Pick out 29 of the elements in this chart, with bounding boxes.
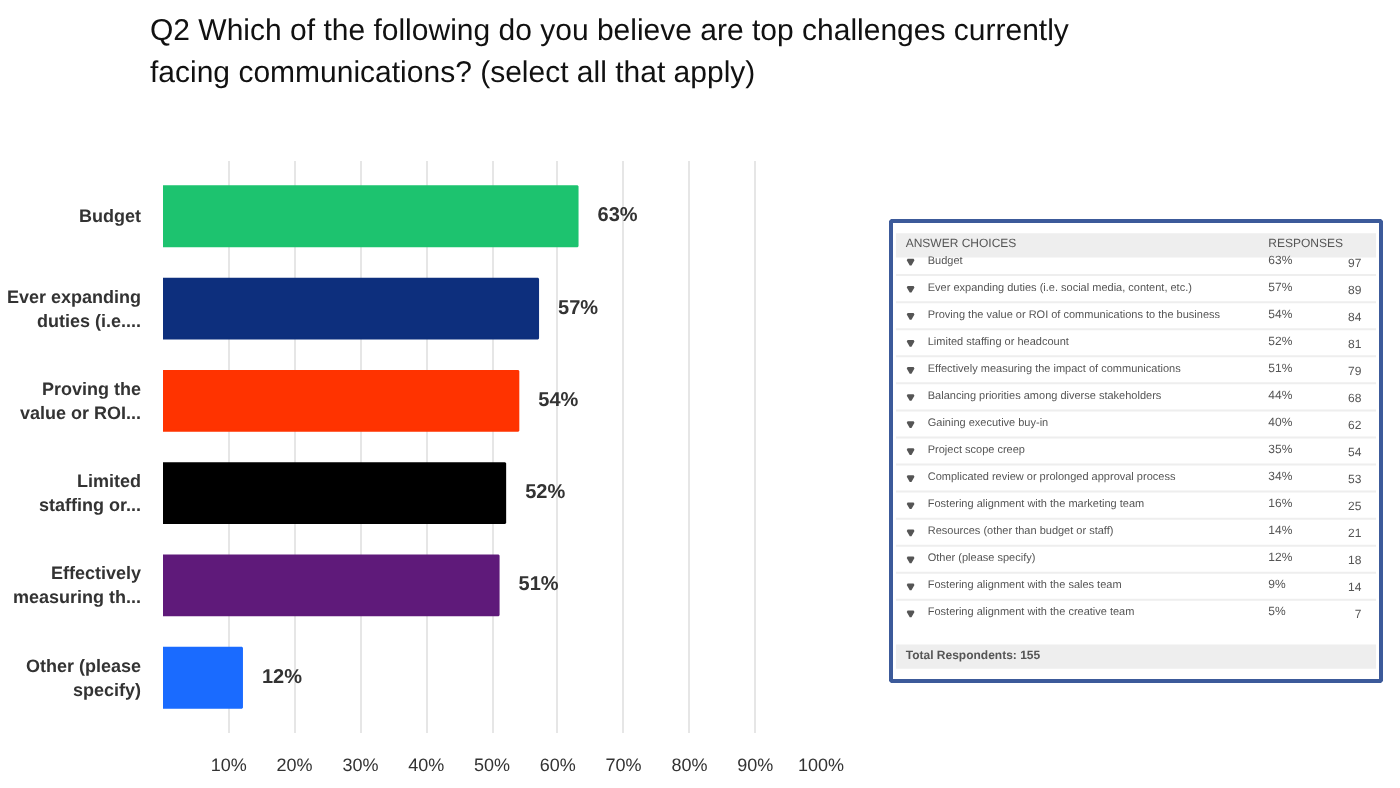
data-label: 63% xyxy=(597,205,638,228)
y-tick-label: Ever expanding duties (i.e.... xyxy=(6,286,142,331)
y-tick-label: Other (please specify) xyxy=(25,655,142,700)
x-tick-label: 20% xyxy=(276,755,313,775)
y-tick-label: Limited staffing or... xyxy=(38,471,142,516)
x-tick-label: 50% xyxy=(473,755,511,775)
data-label: 52% xyxy=(525,482,566,505)
data-label: 57% xyxy=(558,297,599,320)
y-tick-label: Effectively measuring th... xyxy=(12,563,142,608)
x-tick-label: 10% xyxy=(210,755,247,775)
x-tick-label: 90% xyxy=(737,755,774,775)
bar xyxy=(163,554,500,617)
data-label: 12% xyxy=(261,666,303,689)
bar xyxy=(163,462,507,525)
x-tick-label: 70% xyxy=(605,755,642,775)
y-tick-label: Proving the value or ROI... xyxy=(19,378,142,423)
chart-title: Q2 Which of the following do you believe are top challenges currently facing communications? (select all that apply) xyxy=(148,12,1071,95)
x-tick-label: 60% xyxy=(539,755,576,775)
x-tick-label: 80% xyxy=(671,755,708,775)
bar xyxy=(163,185,579,248)
x-tick-label: 100% xyxy=(797,755,845,775)
data-label: 51% xyxy=(518,574,559,597)
data-label: 54% xyxy=(538,389,579,412)
x-tick-label: 40% xyxy=(408,755,445,775)
y-tick-label: Budget xyxy=(79,206,142,227)
bar xyxy=(163,646,243,709)
bar xyxy=(163,369,520,432)
bar xyxy=(163,277,540,340)
x-tick-label: 30% xyxy=(342,755,379,775)
